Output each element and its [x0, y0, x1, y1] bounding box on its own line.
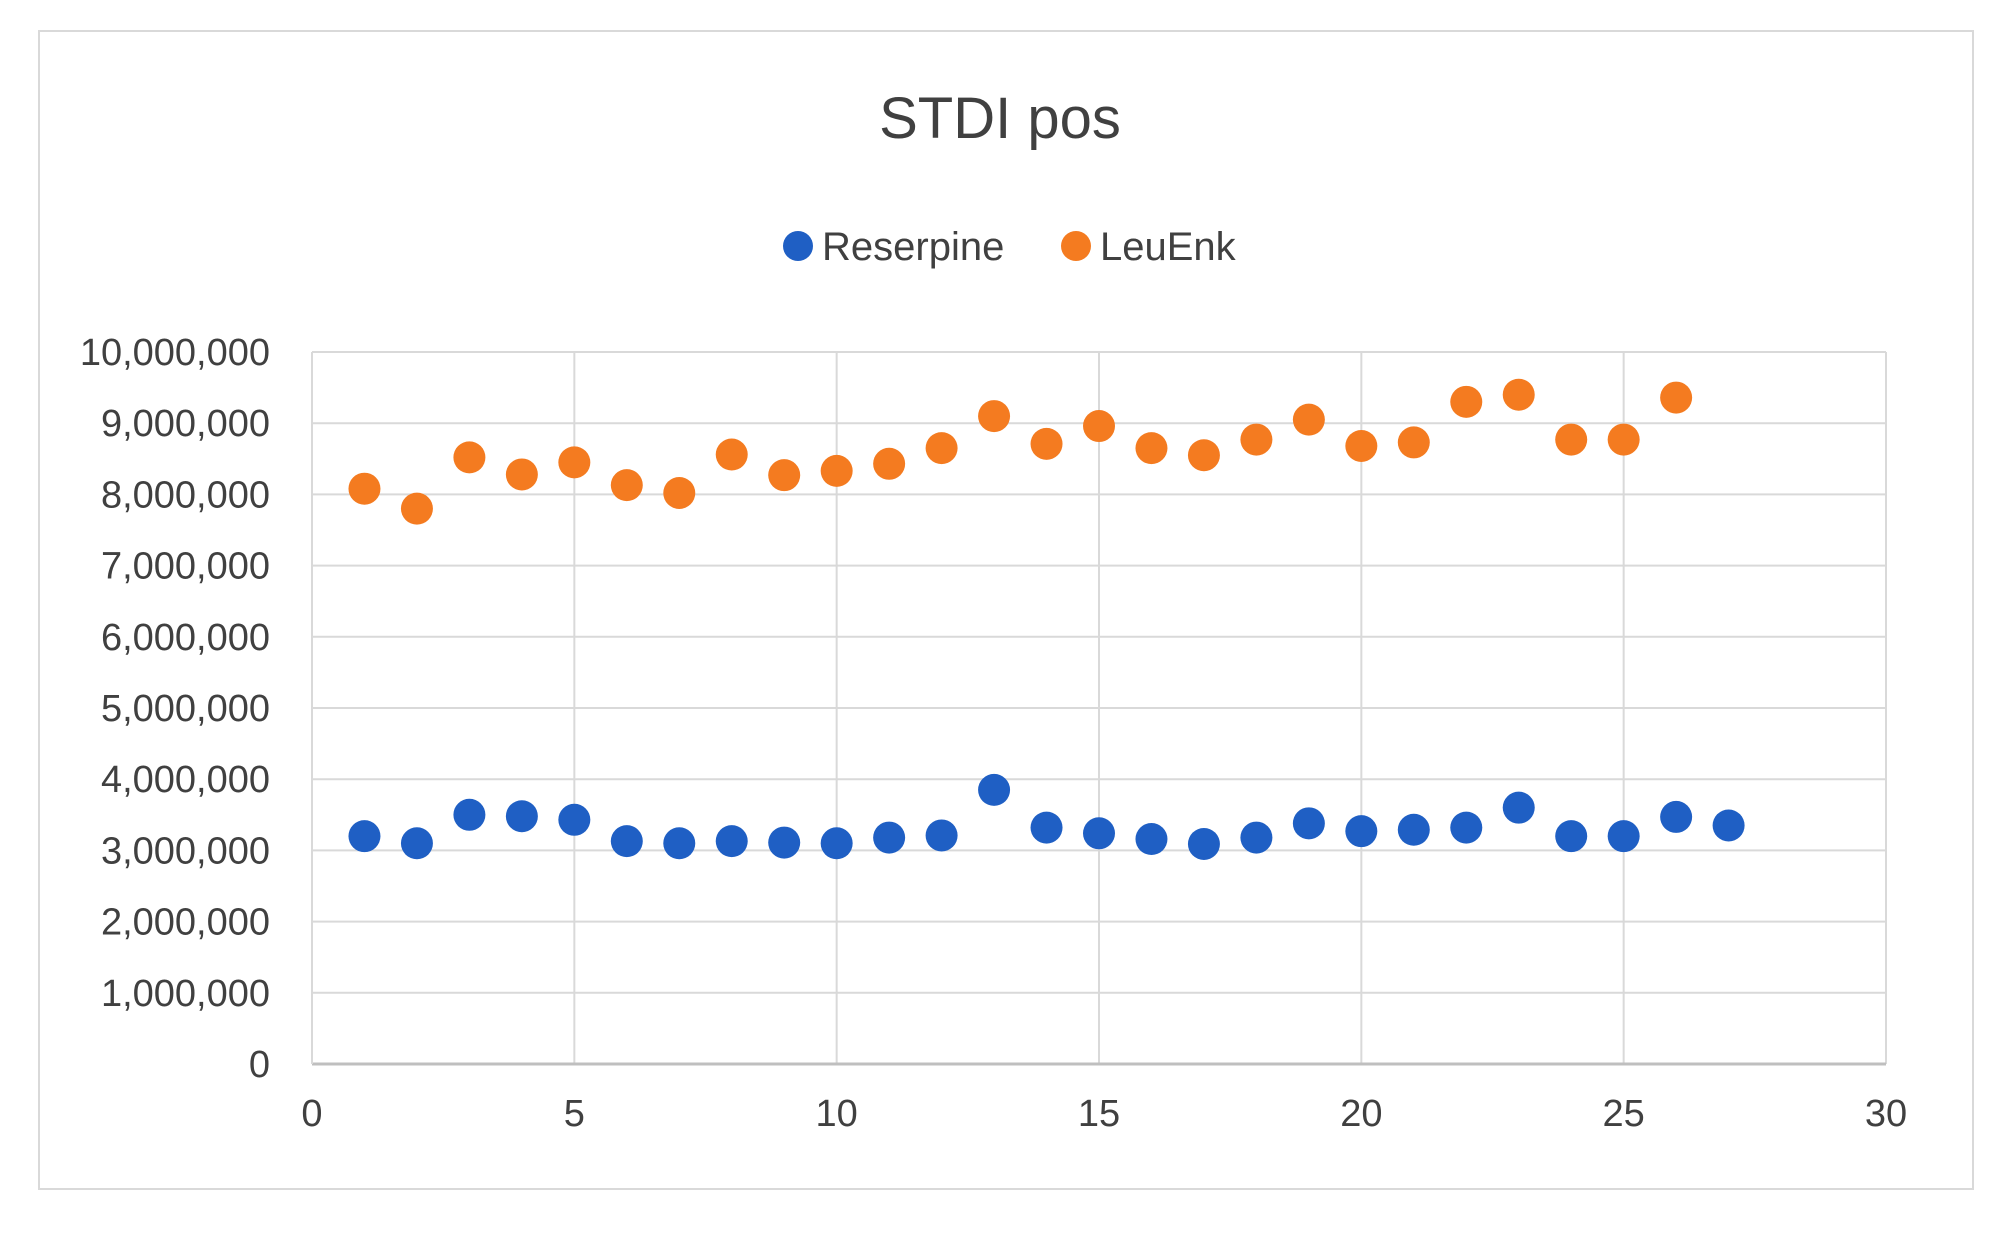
point-leuenk [1292, 403, 1325, 436]
point-leuenk [873, 447, 906, 480]
point-reserpine [453, 798, 486, 831]
legend: Reserpine LeuEnk [783, 225, 1237, 269]
chart-title: STDI pos [879, 86, 1121, 151]
point-reserpine [925, 819, 958, 852]
y-tick-label: 2,000,000 [101, 902, 270, 944]
point-reserpine [1397, 813, 1430, 846]
point-leuenk [1607, 423, 1640, 456]
y-tick-label: 4,000,000 [101, 759, 270, 801]
point-leuenk [348, 472, 381, 505]
point-reserpine [1345, 815, 1378, 848]
point-leuenk [1502, 378, 1535, 411]
point-leuenk [1240, 423, 1273, 456]
point-reserpine [1135, 823, 1168, 856]
point-leuenk [610, 469, 643, 502]
point-leuenk [400, 492, 433, 525]
point-leuenk [1187, 439, 1220, 472]
chart-frame [38, 30, 1974, 1190]
point-reserpine [1187, 827, 1220, 860]
point-reserpine [768, 826, 801, 859]
data-points [348, 378, 1745, 860]
point-leuenk [453, 441, 486, 474]
point-reserpine [1555, 820, 1588, 853]
point-reserpine [348, 820, 381, 853]
y-tick-label: 8,000,000 [101, 474, 270, 516]
point-leuenk [820, 454, 853, 487]
axes [311, 352, 1886, 1066]
x-tick-label: 25 [1603, 1093, 1645, 1135]
point-leuenk [1030, 427, 1063, 460]
point-leuenk [558, 446, 591, 479]
point-leuenk [1135, 432, 1168, 465]
legend-marker-leuenk [1061, 231, 1091, 261]
point-leuenk [1345, 429, 1378, 462]
point-leuenk [715, 438, 748, 471]
tick-labels: 0 1,000,000 2,000,000 3,000,000 4,000,000 5,0… [80, 332, 1907, 1135]
point-reserpine [1292, 807, 1325, 840]
x-tick-label: 10 [816, 1093, 858, 1135]
y-tick-label: 6,000,000 [101, 617, 270, 659]
point-leuenk [925, 432, 958, 465]
point-reserpine [820, 827, 853, 860]
point-reserpine [1030, 811, 1063, 844]
point-reserpine [1660, 800, 1693, 833]
gridlines [312, 351, 1887, 1064]
legend-label-reserpine: Reserpine [822, 225, 1004, 269]
point-reserpine [873, 821, 906, 854]
point-reserpine [1607, 820, 1640, 853]
point-leuenk [1660, 381, 1693, 414]
y-tick-label: 5,000,000 [101, 688, 270, 730]
y-tick-label: 0 [249, 1044, 270, 1086]
y-tick-label: 7,000,000 [101, 546, 270, 588]
legend-label-leuenk: LeuEnk [1100, 225, 1237, 269]
x-tick-label: 0 [301, 1093, 322, 1135]
point-reserpine [1450, 811, 1483, 844]
x-tick-label: 5 [564, 1093, 585, 1135]
x-tick-label: 30 [1865, 1093, 1907, 1135]
point-leuenk [1450, 385, 1483, 418]
y-tick-label: 3,000,000 [101, 830, 270, 872]
point-leuenk [978, 400, 1011, 433]
point-reserpine [505, 800, 538, 833]
y-tick-label: 10,000,000 [80, 332, 270, 374]
point-reserpine [1712, 809, 1745, 842]
legend-marker-reserpine [783, 231, 813, 261]
point-reserpine [400, 827, 433, 860]
point-reserpine [715, 825, 748, 858]
point-reserpine [1083, 817, 1115, 850]
point-reserpine [610, 825, 643, 858]
point-reserpine [558, 803, 591, 836]
point-reserpine [663, 827, 696, 860]
x-tick-label: 15 [1078, 1093, 1120, 1135]
point-leuenk [768, 459, 801, 492]
point-leuenk [663, 476, 696, 509]
point-leuenk [505, 458, 538, 491]
point-leuenk [1397, 426, 1430, 459]
point-reserpine [978, 773, 1011, 806]
y-tick-label: 9,000,000 [101, 403, 270, 445]
point-leuenk [1555, 423, 1588, 456]
x-tick-label: 20 [1340, 1093, 1382, 1135]
point-reserpine [1502, 791, 1535, 824]
point-leuenk [1083, 410, 1115, 443]
y-tick-label: 1,000,000 [101, 973, 270, 1015]
point-reserpine [1240, 821, 1273, 854]
